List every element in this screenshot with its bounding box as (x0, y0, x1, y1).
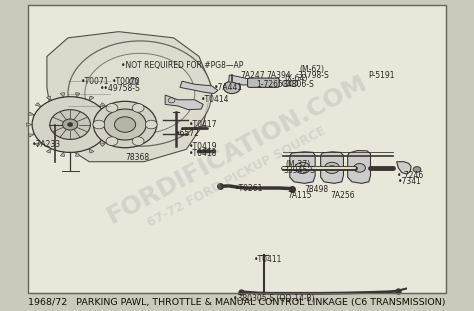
Text: •T0419: •T0419 (189, 142, 217, 151)
Text: •6572: •6572 (176, 129, 200, 138)
Text: 34806-S: 34806-S (283, 80, 314, 89)
Circle shape (106, 104, 118, 112)
Circle shape (328, 165, 336, 170)
Polygon shape (348, 151, 371, 183)
Wedge shape (36, 103, 41, 107)
Circle shape (282, 80, 291, 86)
Text: •7341: •7341 (398, 177, 421, 186)
Wedge shape (108, 123, 114, 126)
Text: (X-64): (X-64) (285, 74, 308, 83)
Text: •T0070: •T0070 (112, 77, 141, 86)
Circle shape (68, 123, 73, 126)
Text: 1-7265: 1-7265 (256, 80, 283, 89)
Circle shape (168, 98, 175, 103)
Circle shape (132, 104, 144, 112)
Polygon shape (228, 75, 251, 85)
Polygon shape (180, 81, 218, 94)
Circle shape (93, 120, 105, 129)
Text: ••49758-S: ••49758-S (100, 84, 140, 93)
Circle shape (63, 119, 78, 130)
Circle shape (290, 80, 298, 86)
Polygon shape (320, 152, 344, 183)
Circle shape (354, 164, 365, 172)
Text: •T0411: •T0411 (254, 255, 283, 264)
Polygon shape (47, 32, 212, 162)
Text: 7A115: 7A115 (288, 191, 312, 200)
Wedge shape (89, 96, 94, 100)
Text: 7A247: 7A247 (240, 71, 265, 80)
Text: 1968/72   PARKING PAWL, THROTTLE & MANUAL CONTROL LINKAGE (C6 TRANSMISSION): 1968/72 PARKING PAWL, THROTTLE & MANUAL … (28, 298, 446, 307)
Circle shape (106, 137, 118, 146)
Circle shape (115, 117, 136, 132)
Text: FORDIFICATION.COM: FORDIFICATION.COM (103, 70, 371, 228)
Wedge shape (89, 149, 94, 153)
Text: 33945-S: 33945-S (283, 166, 315, 175)
Text: •380305-S (QQ-14-B): •380305-S (QQ-14-B) (233, 294, 314, 303)
Wedge shape (75, 152, 80, 156)
Text: •T0418: •T0418 (189, 149, 217, 158)
Text: (M-37): (M-37) (285, 160, 311, 169)
Wedge shape (36, 142, 41, 146)
Text: •NOT REQUIRED FOR #PG8—AP: •NOT REQUIRED FOR #PG8—AP (121, 61, 243, 70)
Circle shape (50, 110, 91, 139)
Wedge shape (106, 112, 112, 115)
Text: 33798-S: 33798-S (297, 71, 329, 80)
Circle shape (93, 101, 157, 148)
Polygon shape (290, 152, 315, 183)
Text: (M-62): (M-62) (300, 65, 325, 74)
Text: 7A394: 7A394 (266, 71, 292, 80)
Wedge shape (99, 103, 105, 107)
Circle shape (132, 137, 144, 146)
Text: 78498: 78498 (305, 185, 328, 194)
Text: •T0261: •T0261 (235, 183, 263, 193)
Wedge shape (60, 93, 65, 97)
Circle shape (32, 97, 108, 152)
Circle shape (68, 41, 212, 146)
Circle shape (295, 162, 310, 174)
Text: 7A256: 7A256 (330, 191, 355, 200)
Wedge shape (46, 149, 51, 153)
Circle shape (202, 149, 208, 153)
Text: P-5191: P-5191 (368, 71, 394, 80)
Wedge shape (106, 134, 112, 137)
Circle shape (413, 167, 421, 172)
Circle shape (299, 165, 306, 170)
Text: •7A441: •7A441 (214, 83, 243, 92)
Wedge shape (99, 142, 105, 146)
Polygon shape (397, 162, 411, 174)
Wedge shape (26, 123, 32, 126)
Circle shape (85, 53, 195, 134)
Text: 67-72 FORD PICKUP SOURCE: 67-72 FORD PICKUP SOURCE (146, 124, 328, 230)
Text: •T0414: •T0414 (201, 95, 229, 104)
Wedge shape (28, 112, 35, 115)
Text: •T0417: •T0417 (189, 120, 217, 129)
Wedge shape (60, 152, 65, 156)
FancyBboxPatch shape (28, 5, 446, 293)
Circle shape (146, 120, 157, 129)
Text: 78368: 78368 (125, 153, 149, 161)
Circle shape (129, 78, 138, 84)
Text: •7A233: •7A233 (32, 140, 61, 149)
Polygon shape (165, 95, 203, 110)
FancyBboxPatch shape (247, 78, 279, 87)
Wedge shape (46, 96, 51, 100)
Circle shape (324, 162, 340, 174)
Wedge shape (28, 134, 35, 137)
Wedge shape (75, 93, 80, 97)
Text: • 7246: • 7246 (397, 171, 423, 180)
Circle shape (104, 109, 146, 140)
Circle shape (223, 81, 240, 94)
Text: •T0071: •T0071 (81, 77, 109, 86)
